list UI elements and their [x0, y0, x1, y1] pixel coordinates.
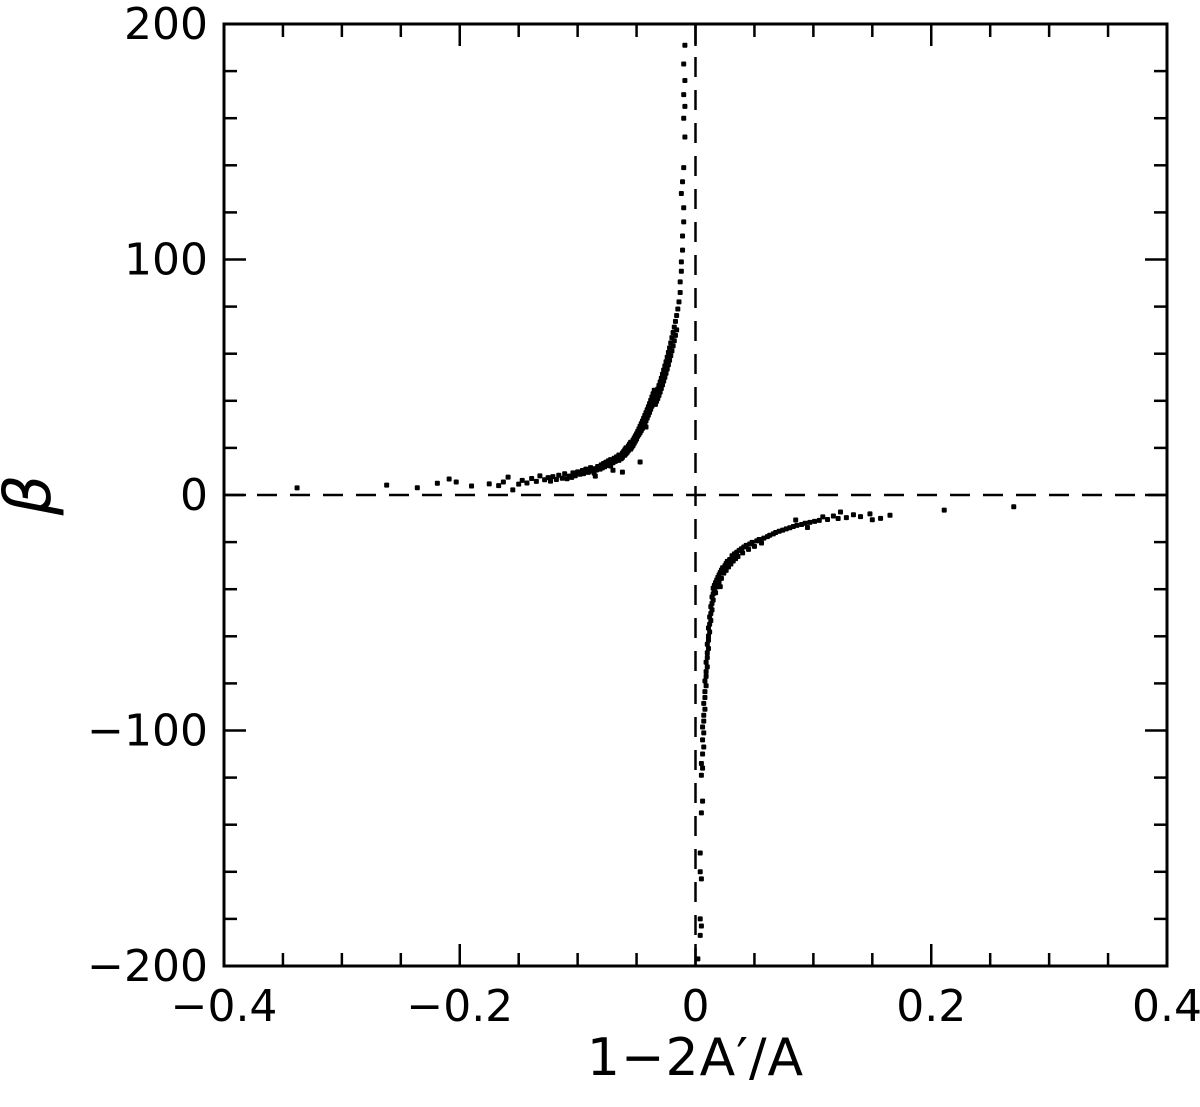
svg-text:0.2: 0.2 [896, 981, 966, 1032]
svg-text:−200: −200 [87, 941, 208, 992]
svg-text:100: 100 [124, 235, 208, 286]
scatter-points [294, 42, 1017, 962]
y-axis-title: β [0, 445, 72, 545]
svg-text:0: 0 [682, 981, 710, 1032]
x-tick-labels: −0.4 −0.2 0 0.2 0.4 [171, 981, 1200, 1032]
svg-text:−100: −100 [87, 706, 208, 757]
svg-text:200: 200 [124, 0, 208, 50]
y-tick-labels: −200 −100 0 100 200 [87, 0, 208, 992]
svg-text:0.4: 0.4 [1132, 981, 1200, 1032]
zero-reference-lines [224, 24, 1167, 966]
svg-text:−0.4: −0.4 [171, 981, 278, 1032]
svg-text:−0.2: −0.2 [406, 981, 513, 1032]
x-axis-title: 1−2A′/A [586, 1028, 805, 1088]
axis-ticks [222, 22, 1169, 968]
svg-text:0: 0 [180, 470, 208, 521]
